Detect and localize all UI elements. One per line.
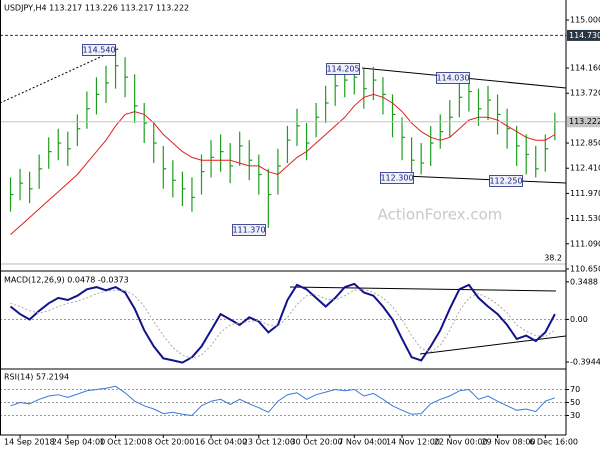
y-tick-label: 0.00	[570, 315, 588, 324]
y-tick-label: 114.160	[570, 64, 600, 73]
y-tick-label: 112.410	[570, 164, 600, 173]
series-line	[9, 282, 556, 364]
y-tick-label: 0.3488	[570, 277, 598, 286]
y-tick-label: 111.530	[570, 214, 600, 223]
fib-label: 38.2	[544, 254, 562, 263]
trend-line	[289, 286, 557, 292]
annotation-label: 112.250	[489, 177, 522, 186]
series-line	[10, 288, 556, 359]
x-tick-label: 14 Sep 2018	[4, 438, 55, 447]
y-tick-label: 50	[570, 398, 580, 407]
annotation-label: 114.030	[436, 74, 469, 83]
y-tick-label: 111.970	[570, 189, 600, 198]
y-tick-label: 70	[570, 385, 580, 394]
annotation-box	[326, 63, 360, 75]
annotation-box	[232, 224, 266, 236]
annotation-label: 114.540	[82, 46, 115, 55]
x-tick-label: 14 Nov 12:00	[386, 438, 440, 447]
level-label: 113.222	[569, 117, 600, 126]
level-box	[567, 29, 600, 41]
annotation-box	[436, 72, 470, 84]
annotation-box	[380, 172, 414, 184]
x-tick-label: 8 Oct 20:00	[147, 438, 194, 447]
chart-title: USDJPY,H4 113.217 113.226 113.217 113.22…	[4, 4, 189, 13]
level-label: 114.730	[569, 31, 600, 40]
x-tick-label: 29 Nov 08:00	[482, 438, 536, 447]
trend-line	[419, 335, 567, 355]
x-tick-label: 16 Oct 04:00	[195, 438, 247, 447]
series-line	[10, 385, 556, 417]
x-tick-label: 6 Dec 16:00	[529, 438, 578, 447]
y-tick-label: -0.3944	[570, 358, 600, 367]
annotation-box	[489, 175, 523, 187]
x-tick-label: 1 Oct 12:00	[100, 438, 147, 447]
level-box	[567, 116, 600, 128]
y-tick-label: 111.090	[570, 239, 600, 248]
y-tick-label: 113.720	[570, 89, 600, 98]
annotation-label: 111.370	[232, 226, 265, 235]
x-tick-label: 23 Oct 12:00	[243, 438, 295, 447]
x-tick-label: 24 Sep 04:00	[52, 438, 105, 447]
x-tick-label: 30 Oct 20:00	[291, 438, 343, 447]
x-tick-label: 22 Nov 00:00	[434, 438, 488, 447]
moving-average	[10, 93, 556, 235]
rsi-title: RSI(14) 57.2194	[4, 373, 69, 382]
y-tick-label: 115.000	[570, 15, 600, 24]
watermark: ActionForex.com	[378, 206, 503, 224]
y-tick-label: 110.650	[570, 264, 600, 273]
annotation-label: 112.300	[380, 174, 413, 183]
macd-title: MACD(12,26,9) 0.0478 -0.0373	[4, 276, 129, 285]
x-tick-label: 7 Nov 04:00	[338, 438, 387, 447]
y-tick-label: 30	[570, 411, 580, 420]
annotation-box	[82, 44, 116, 56]
annotation-label: 114.205	[326, 65, 359, 74]
y-tick-label: 112.850	[570, 139, 600, 148]
